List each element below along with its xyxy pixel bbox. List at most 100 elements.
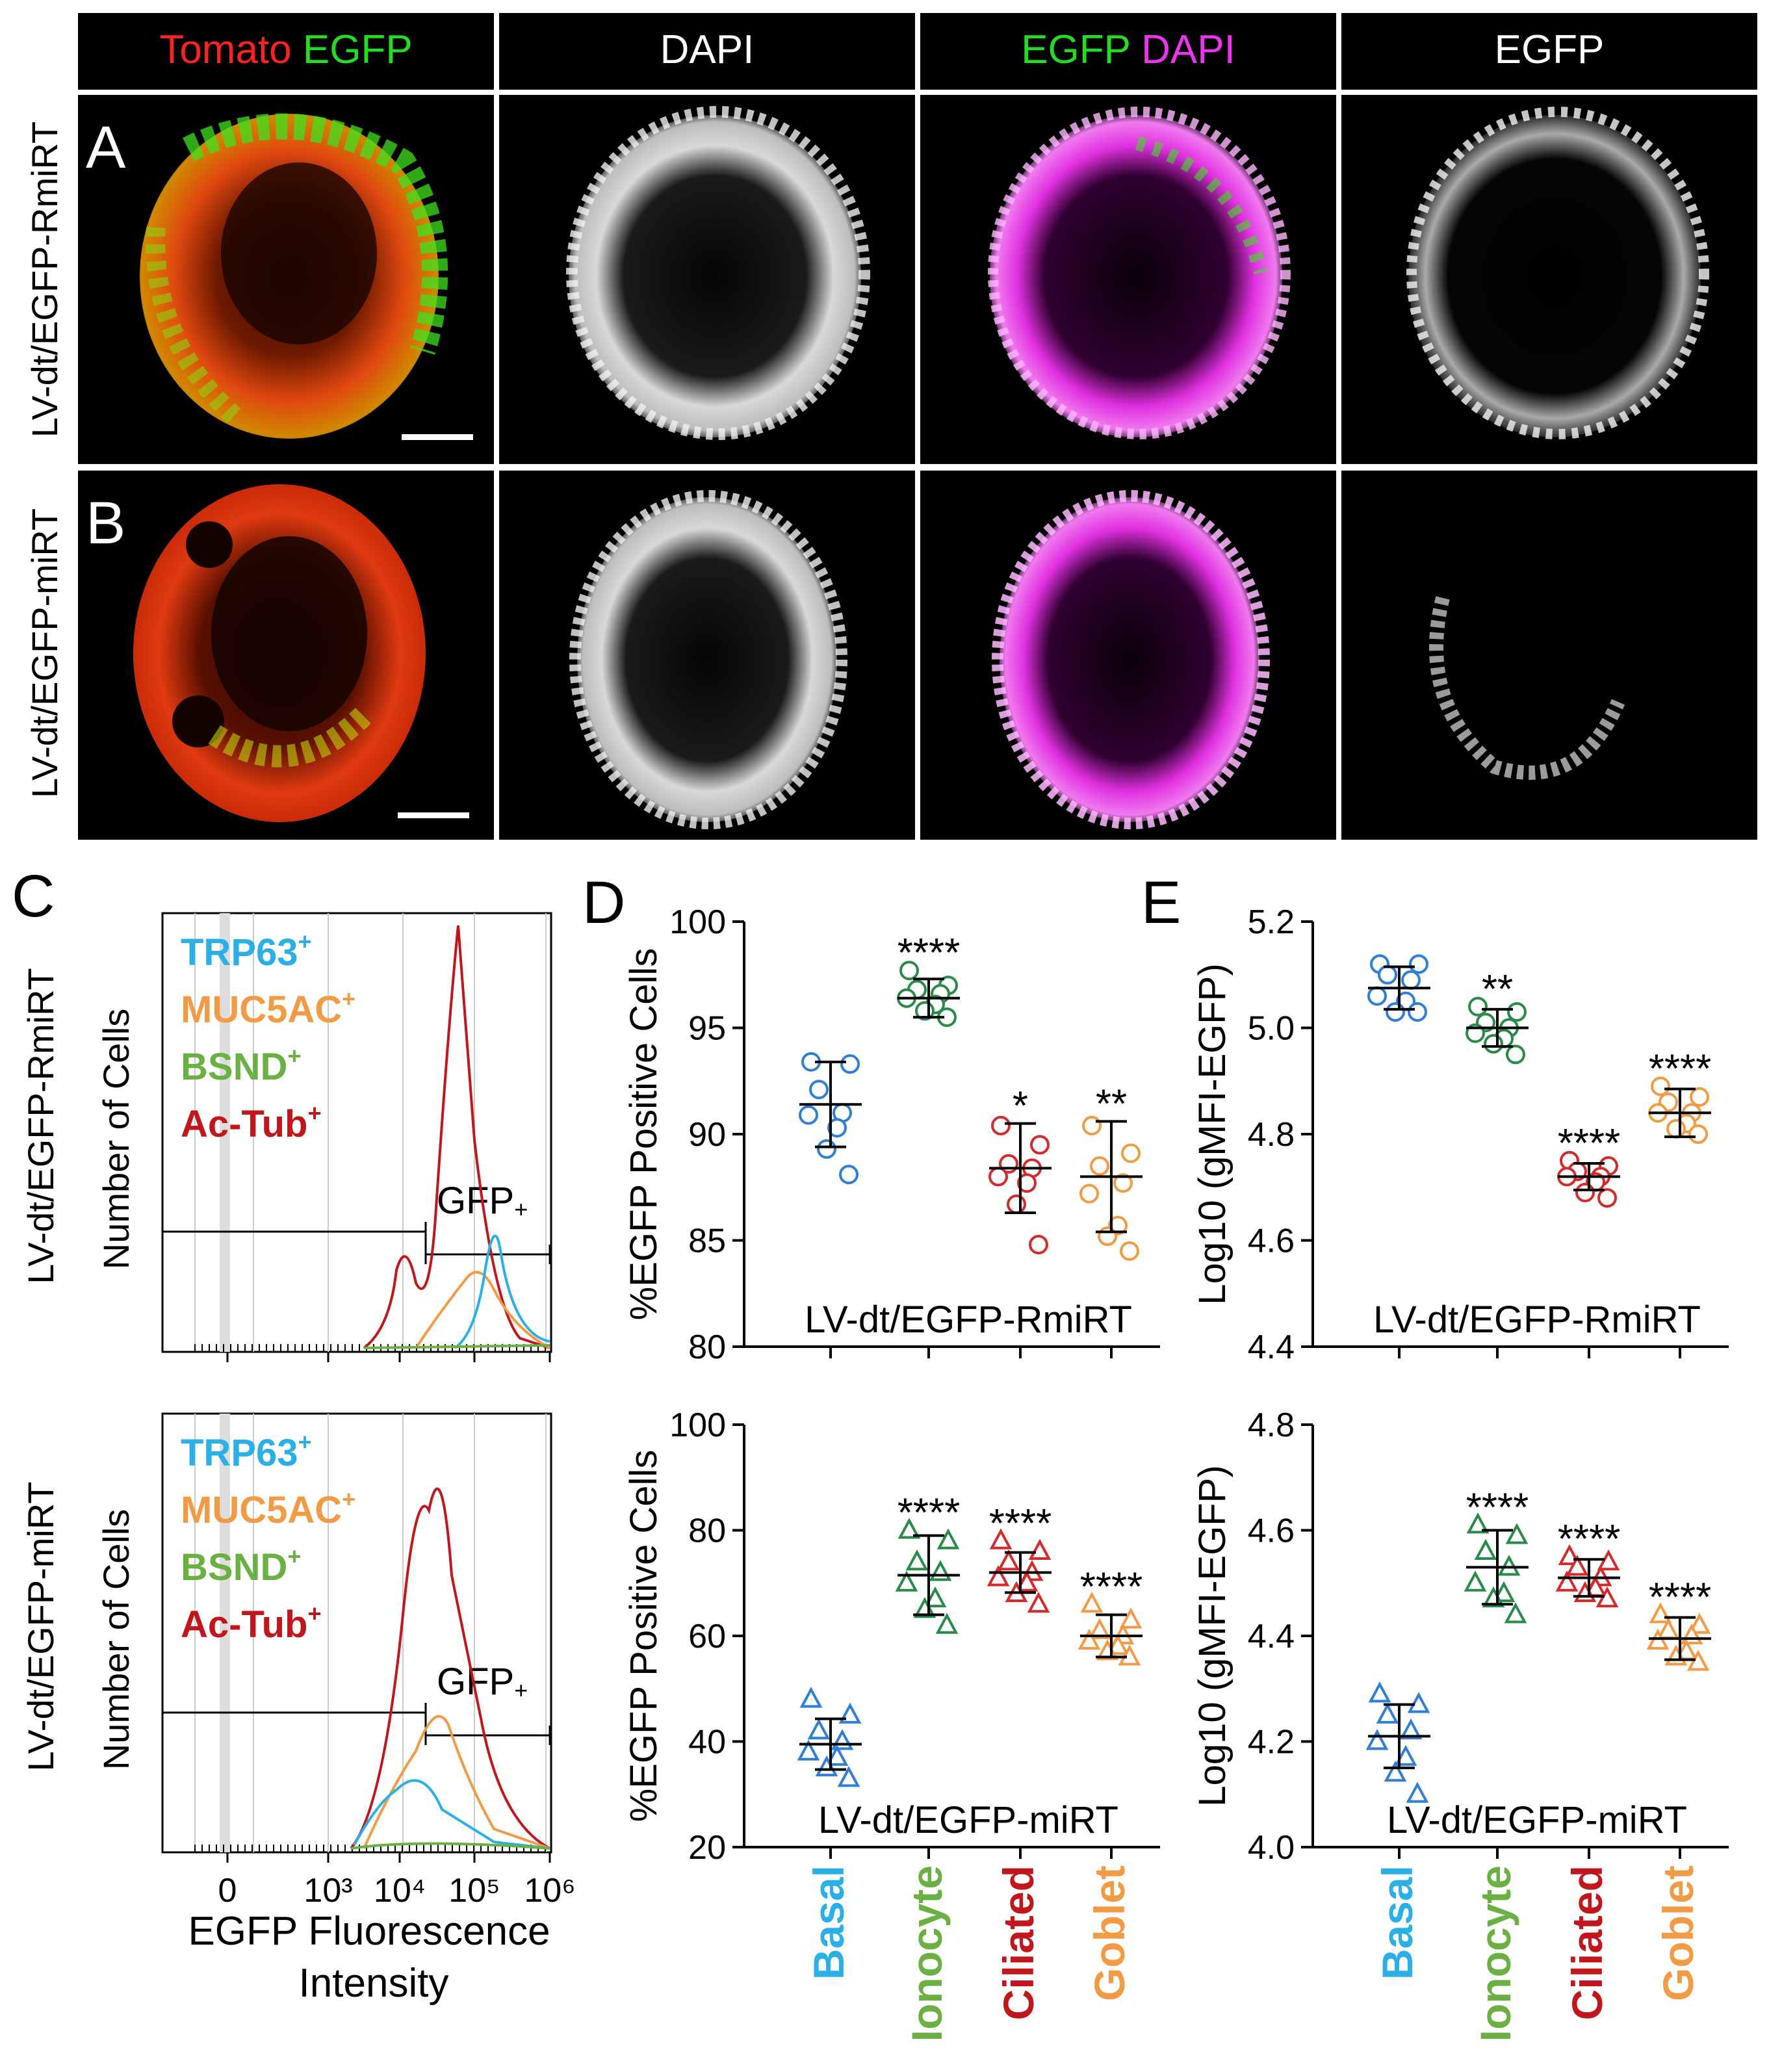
header-cell-1 [78,13,494,90]
data-point-basal [1401,970,1421,990]
data-point-basal [1367,986,1387,1006]
y-tick-label: 60 [688,1618,726,1655]
data-point-ionocyte [1505,1523,1529,1544]
data-point-basal [1365,1729,1389,1750]
histogram-curve-0 [363,925,550,1349]
y-tick-label: 85 [688,1223,726,1260]
significance-marker: **** [1558,1517,1621,1562]
histogram-x-label-line1: EGFP Fluorescence [188,1909,550,1954]
histogram-curve-3 [350,1842,550,1850]
significance-marker: **** [1080,1564,1143,1609]
y-tick-label: 90 [688,1116,726,1154]
panel-letter-e: E [1141,870,1181,936]
y-tick-label: 4.4 [1248,1328,1295,1366]
data-point-ionocyte [1468,996,1488,1017]
data-point-basal [1408,1002,1427,1022]
histogram-curve-2 [454,1234,550,1349]
chart-d-mirt: 20 40 60 80 100%EGFP Positive Cells LV-dt/EGF… [623,1406,1160,2041]
data-point-ciliated [997,1549,1020,1571]
data-point-ciliated [1027,1592,1050,1613]
data-point-basal [1399,1718,1423,1740]
y-tick-label: 40 [688,1724,726,1761]
data-point-ciliated [988,1167,1008,1187]
y-tick-label: 4.4 [1248,1618,1295,1655]
data-point-ciliated [991,1115,1011,1135]
category-label-ionocyte: Ionocyte [1471,1865,1519,2041]
data-point-ciliated [1555,1570,1579,1592]
data-point-ionocyte [1484,1034,1503,1054]
panel-letter-a: A [86,114,126,181]
scale-bar-a [402,434,473,440]
data-point-ciliated [1597,1549,1620,1571]
y-tick-label: 100 [669,903,726,941]
header-span-3-0: EGFP [1021,27,1130,72]
data-point-basal [1384,1761,1407,1782]
data-point-ciliated [1017,1173,1037,1193]
histogram-tick-label: 10⁵ [448,1872,500,1910]
data-point-goblet [1651,1076,1670,1096]
data-point-ciliated [1029,1235,1048,1255]
legend-muc5ac: MUC5AC+ [181,1486,355,1531]
data-point-goblet [1079,1184,1099,1204]
header-label-dapi: DAPI [660,27,755,72]
histogram-y-label: Number of Cells [96,1009,136,1269]
data-point-basal [827,1118,847,1138]
category-label-goblet: Goblet [1085,1865,1133,2001]
y-tick-label: 20 [688,1829,726,1867]
data-point-ionocyte [905,1549,929,1571]
y-tick-label: 4.8 [1248,1116,1295,1154]
data-point-ciliated [1597,1188,1617,1208]
data-point-basal [1378,965,1397,985]
chart-e-rmirt: 4.4 4.6 4.8 5.0 5.2 Log10 (gMFI-EGFP) LV-dt/EG… [1191,903,1729,1366]
significance-marker: **** [1466,1485,1529,1530]
histogram-row-label: LV-dt/EGFP-RmiRT [20,968,61,1284]
data-point-basal [1376,1702,1399,1724]
data-point-ionocyte [899,961,919,981]
significance-marker: **** [989,1501,1052,1546]
data-point-basal [1394,1744,1417,1766]
data-point-basal [831,1729,854,1750]
header-cell-4 [1341,13,1757,90]
organoid-image-dapi-b [577,497,837,822]
histogram-mirt: LV-dt/EGFP-miRT Number of Cells TRP63+ MUC5… [20,1412,576,1910]
data-point-basal [799,1687,823,1708]
organoid-image-egfp-dapi-a [990,115,1282,437]
histogram-tick-label: 10³ [303,1872,352,1910]
header-span-4-0: EGFP [1495,27,1605,72]
data-point-basal [807,1718,831,1740]
data-point-basal [1386,1002,1405,1022]
data-point-ionocyte [897,1518,921,1539]
histogram-row-label: LV-dt/EGFP-miRT [20,1481,61,1771]
data-point-basal [1368,1681,1391,1703]
y-axis-label: %EGFP Positive Cells [623,948,665,1321]
category-label-goblet: Goblet [1654,1865,1702,2001]
data-point-goblet [1686,1650,1710,1671]
legend-actub: Ac-Tub+ [181,1600,321,1646]
y-tick-label: 4.6 [1248,1223,1295,1260]
data-point-ionocyte [929,1560,952,1581]
row-label-b: LV-dt/EGFP-miRT [24,508,65,798]
organoid-image-egfp-a [1408,115,1701,437]
header-span-1-0: Tomato [159,27,291,72]
gate-label: GFP+ [437,1661,528,1703]
data-point-basal [809,1080,829,1100]
y-tick-label: 80 [688,1512,726,1550]
data-point-ciliated [987,1565,1010,1586]
organoid-image-egfp-b [1429,596,1625,780]
y-tick-label: 5.0 [1248,1010,1295,1048]
significance-marker: ** [1482,967,1513,1012]
histogram-tick-label: 10⁴ [374,1872,426,1910]
significance-marker: ** [1096,1081,1127,1126]
header-cell-3 [920,13,1336,90]
y-tick-label: 95 [688,1010,726,1048]
data-point-ciliated [1007,1194,1026,1214]
data-point-basal [839,1165,859,1185]
organoid-image-dapi-a [569,115,861,437]
data-point-basal [799,1105,818,1125]
data-point-basal [797,1739,820,1761]
legend-trp63: TRP63+ [181,928,312,974]
data-point-basal [825,1744,849,1766]
data-point-goblet [1113,1173,1133,1193]
